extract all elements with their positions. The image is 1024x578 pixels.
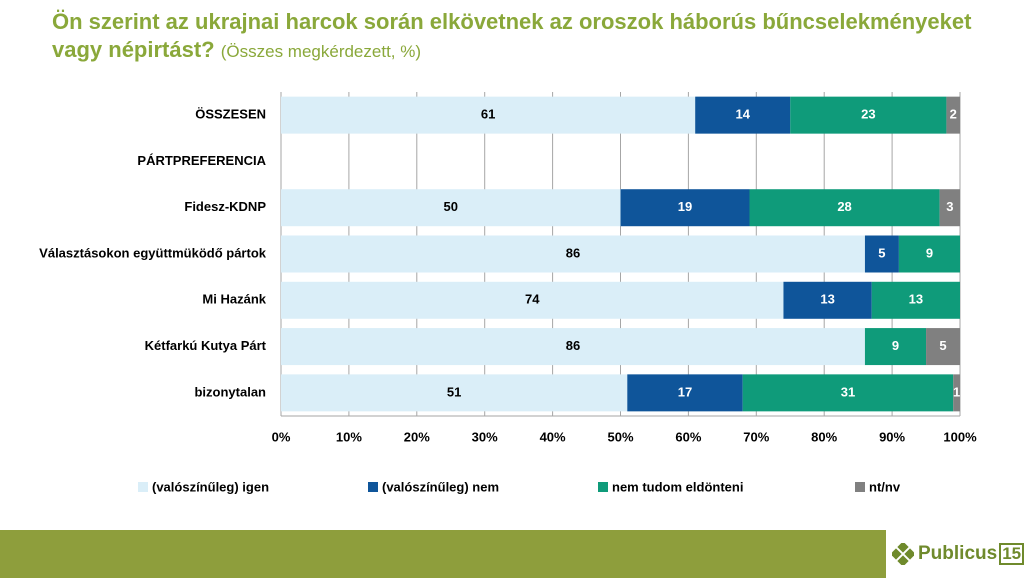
bar-segment xyxy=(620,189,750,227)
value-label: 17 xyxy=(678,384,692,399)
bar-segment xyxy=(749,189,940,227)
legend-label: (valószínűleg) igen xyxy=(152,479,269,494)
value-label: 1 xyxy=(953,384,960,399)
chart-subtitle: (Összes megkérdezett, %) xyxy=(220,42,422,61)
value-label: 14 xyxy=(735,107,750,122)
value-label: 19 xyxy=(678,199,692,214)
logo: Publicus 15 xyxy=(892,538,1024,570)
value-label: 50 xyxy=(444,199,458,214)
legend-marker xyxy=(598,482,608,492)
y-tick-label: ÖSSZESEN xyxy=(195,107,266,122)
x-tick-label: 10% xyxy=(336,429,362,444)
bar-segment xyxy=(627,374,743,412)
value-label: 61 xyxy=(481,107,495,122)
bar-segment xyxy=(953,374,960,412)
bar-segment xyxy=(695,96,791,134)
x-tick-label: 50% xyxy=(607,429,633,444)
y-tick-label: Fidesz-KDNP xyxy=(184,199,266,214)
bar-segment xyxy=(742,374,954,412)
bar-segment xyxy=(946,96,960,134)
value-label: 31 xyxy=(841,384,855,399)
y-tick-label: bizonytalan xyxy=(194,384,266,399)
legend-marker xyxy=(138,482,148,492)
legend-label: (valószínűleg) nem xyxy=(382,479,499,494)
bar-segment xyxy=(281,189,621,227)
y-tick-label: Választásokon együttmüködő pártok xyxy=(39,245,267,260)
value-label: 2 xyxy=(950,107,957,122)
value-label: 13 xyxy=(820,292,834,307)
bar-segment xyxy=(281,96,696,134)
x-tick-label: 20% xyxy=(404,429,430,444)
value-label: 5 xyxy=(939,338,946,353)
value-label: 13 xyxy=(909,292,923,307)
bar-segment xyxy=(790,96,947,134)
value-label: 9 xyxy=(892,338,899,353)
value-label: 51 xyxy=(447,384,461,399)
chart-title: Ön szerint az ukrajnai harcok során elkö… xyxy=(52,9,972,62)
bar-segment xyxy=(864,235,899,273)
value-label: 86 xyxy=(566,338,580,353)
x-tick-label: 70% xyxy=(743,429,769,444)
x-tick-label: 100% xyxy=(943,429,977,444)
chart: 0% 10% 20% 30% 40% 50% 60% 70% 80% 90% 100% ÖSSZESE… xyxy=(39,92,977,494)
bar-segment xyxy=(939,189,960,227)
bar-segment xyxy=(281,281,784,319)
y-tick-label: Kétfarkú Kutya Párt xyxy=(145,338,267,353)
logo-icon xyxy=(892,543,914,565)
legend-marker xyxy=(368,482,378,492)
legend-label: nem tudom eldönteni xyxy=(612,479,743,494)
value-label: 86 xyxy=(566,245,580,260)
bar-segment xyxy=(864,328,927,366)
logo-name: Publicus xyxy=(918,543,998,564)
x-tick-label: 90% xyxy=(879,429,905,444)
bar-segment xyxy=(898,235,960,273)
bar-segment xyxy=(871,281,960,319)
x-tick-label: 0% xyxy=(272,429,291,444)
logo-number: 15 xyxy=(999,543,1024,565)
bar-segment xyxy=(281,328,865,366)
x-tick-label: 30% xyxy=(472,429,498,444)
value-label: 28 xyxy=(837,199,851,214)
bar-segment xyxy=(783,281,872,319)
value-label: 9 xyxy=(926,245,933,260)
legend-label: nt/nv xyxy=(869,479,901,494)
value-label: 74 xyxy=(525,292,540,307)
x-tick-label: 80% xyxy=(811,429,837,444)
value-label: 5 xyxy=(878,245,885,260)
value-label: 3 xyxy=(946,199,953,214)
bar-segment xyxy=(281,235,865,273)
value-label: 23 xyxy=(861,107,875,122)
x-tick-label: 40% xyxy=(540,429,566,444)
footer-band xyxy=(0,530,886,578)
y-tick-label: PÁRTPREFERENCIA xyxy=(137,153,266,168)
bar-segment xyxy=(926,328,960,366)
chart-title-block: Ön szerint az ukrajnai harcok során elkö… xyxy=(52,8,1012,66)
bar-segment xyxy=(281,374,628,412)
x-tick-label: 60% xyxy=(675,429,701,444)
legend-marker xyxy=(855,482,865,492)
y-tick-label: Mi Hazánk xyxy=(202,292,266,307)
